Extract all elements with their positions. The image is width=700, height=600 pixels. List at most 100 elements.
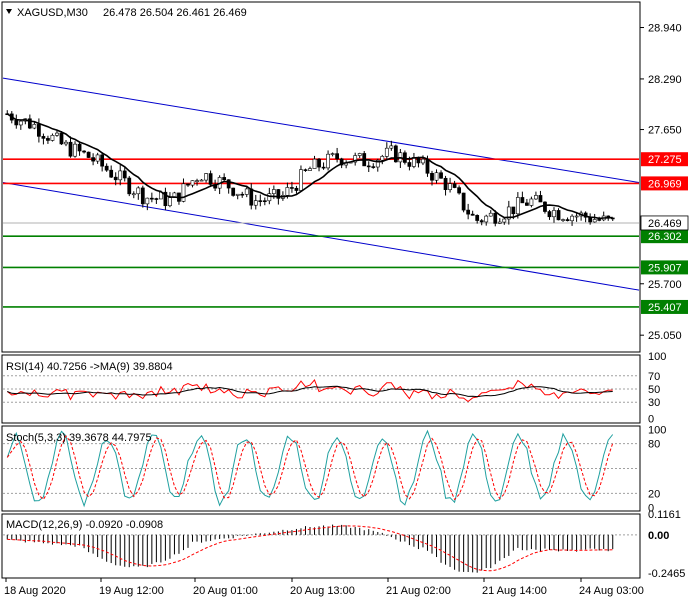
candle-body — [312, 158, 317, 169]
candle-body — [100, 154, 105, 167]
macd-plot: 0.1161 0.00 -0.2465 — [3, 509, 685, 580]
moving-average-line — [6, 113, 613, 220]
resistance-level-tag-label: 26.969 — [648, 178, 682, 190]
candle-body — [452, 183, 457, 188]
candle-body — [249, 188, 254, 206]
macd-tick-label: -0.2465 — [648, 568, 685, 580]
candle-body — [113, 176, 118, 181]
candle-body — [393, 145, 398, 163]
candle-body — [475, 215, 480, 221]
candle-body — [339, 158, 344, 166]
candle-body — [95, 154, 100, 162]
candle-body — [497, 221, 502, 224]
support-level-tag — [641, 299, 688, 314]
macd-label: MACD(12,26,9) -0.0920 -0.0908 — [6, 519, 163, 531]
support-level-tag-label: 25.907 — [648, 262, 682, 274]
time-tick-label: 21 Aug 02:00 — [386, 585, 451, 597]
candle-body — [520, 197, 525, 204]
candle-body — [484, 215, 489, 223]
symbol-label: XAGUSD,M30 — [17, 7, 88, 19]
price-panel-frame — [1, 1, 641, 353]
candle-body — [326, 153, 330, 169]
candle-body — [14, 119, 19, 126]
candle-body — [240, 193, 245, 196]
candle-body — [335, 153, 339, 160]
candle-body — [308, 168, 312, 171]
candle-body — [109, 169, 114, 178]
stoch-main-line — [6, 429, 614, 508]
candle-body — [448, 183, 452, 190]
candle-body — [547, 211, 552, 218]
time-tick-label: 20 Aug 01:00 — [193, 585, 258, 597]
candle-body — [222, 177, 227, 181]
stoch-tick-label: 20 — [648, 488, 660, 500]
time-tick-label: 20 Aug 13:00 — [290, 585, 355, 597]
candle-body — [199, 179, 204, 182]
support-level-tag-label: 25.407 — [648, 302, 682, 314]
candle-body — [502, 218, 507, 223]
rsi-tick-label: 0 — [648, 414, 654, 426]
candle-body — [561, 219, 565, 221]
candle-body — [226, 179, 231, 189]
macd-panel-frame — [1, 513, 641, 579]
price-plot — [2, 77, 640, 308]
candle-body — [384, 147, 389, 157]
dropdown-arrow-icon[interactable] — [6, 9, 12, 14]
candle-body — [317, 158, 321, 168]
stoch-plot: 100 80 20 0 — [3, 424, 666, 515]
candle-body — [330, 153, 335, 155]
candle-body — [208, 173, 213, 185]
candle-body — [434, 172, 439, 181]
time-axis: 18 Aug 2020 19 Aug 12:00 20 Aug 01:00 20 Au… — [4, 578, 644, 597]
candle-body — [262, 200, 267, 202]
candle-body — [461, 192, 466, 211]
candle-body — [271, 189, 276, 194]
candle-body — [41, 136, 46, 139]
candle-body — [470, 213, 475, 216]
candle-body — [529, 198, 534, 206]
stoch-label: Stoch(5,3,3) 39.3678 44.7975 — [6, 432, 152, 444]
ohlc-values: 26.478 26.504 26.461 26.469 — [103, 7, 247, 19]
current-price-tag-label: 26.469 — [648, 218, 682, 230]
candle-body — [253, 200, 258, 206]
candle-body — [439, 172, 443, 179]
candle-body — [267, 193, 272, 202]
candle-body — [290, 187, 294, 189]
candle-body — [186, 183, 190, 186]
candle-body — [425, 158, 430, 174]
candle-body — [127, 177, 132, 195]
candle-body — [195, 180, 199, 182]
candle-body — [493, 212, 498, 224]
candle-body — [457, 187, 461, 194]
candle-body — [154, 198, 159, 200]
candle-body — [552, 210, 556, 218]
candle-body — [82, 150, 86, 153]
rsi-tick-label: 100 — [648, 351, 666, 363]
candle-body — [592, 219, 597, 223]
candle-body — [68, 141, 73, 157]
candle-body — [466, 209, 471, 215]
resistance-level-tag — [641, 152, 688, 167]
rsi-tick-label: 70 — [648, 371, 660, 383]
stoch-tick-label: 0 — [648, 503, 654, 515]
candle-body — [59, 132, 64, 145]
candle-body — [73, 143, 77, 157]
candle-body — [389, 145, 394, 149]
candle-body — [18, 120, 23, 126]
macd-tick-label: 0.1161 — [648, 509, 681, 521]
candle-body — [479, 220, 484, 223]
support-level-tag — [641, 229, 688, 244]
candle-body — [122, 170, 127, 179]
candle-body — [353, 155, 358, 163]
rsi-tick-label: 50 — [648, 384, 660, 396]
candle-body — [380, 156, 385, 161]
candle-body — [525, 202, 529, 206]
candle-body — [488, 212, 493, 217]
candle-body — [204, 173, 208, 181]
price-tick-label: 28.940 — [648, 23, 682, 35]
candle-body — [430, 173, 434, 181]
candle-body — [50, 134, 55, 141]
candle-body — [299, 169, 303, 191]
